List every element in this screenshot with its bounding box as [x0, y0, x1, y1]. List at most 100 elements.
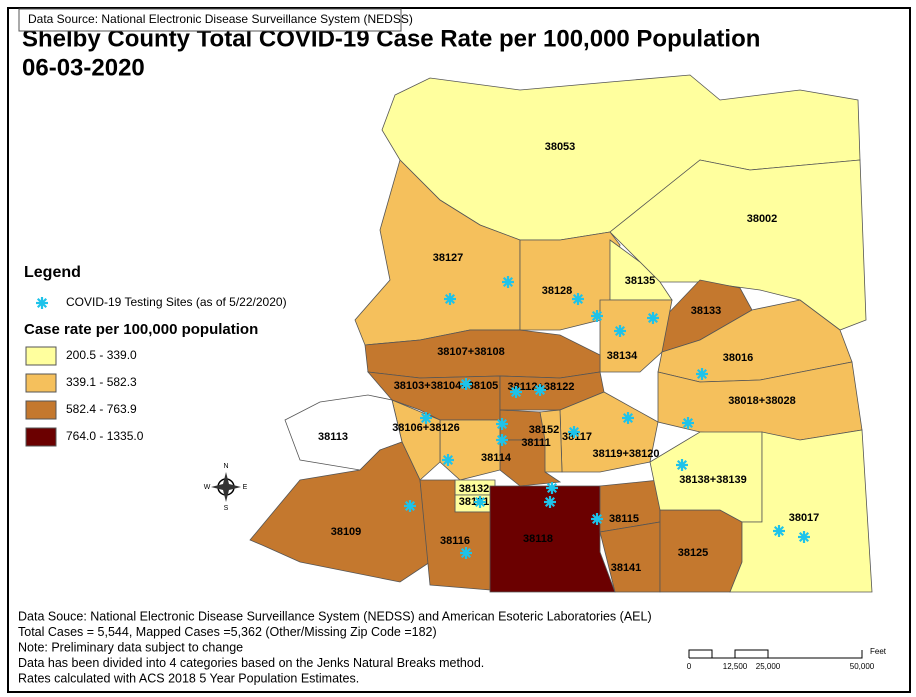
- zip-label: 38018+38028: [728, 395, 796, 407]
- star-stroke: [534, 384, 546, 396]
- star-stroke: [773, 525, 785, 537]
- legend-swatch: [25, 346, 57, 366]
- testing-site: [591, 310, 603, 322]
- testing-site: [496, 418, 508, 430]
- zip-label: 38115: [609, 513, 639, 525]
- testing-site: [647, 312, 659, 324]
- zip-label: 38016: [723, 352, 754, 364]
- star-stroke: [460, 547, 472, 559]
- zip-label: 38133: [691, 305, 722, 317]
- legend-title: Legend: [24, 264, 81, 281]
- testing-site: [460, 378, 472, 390]
- overlay: 38053 38002 38127 38128 38135 38133 38134 38016…: [36, 141, 819, 574]
- testing-site: [404, 500, 416, 512]
- star-stroke: [676, 459, 688, 471]
- zip-label: 38116: [440, 535, 470, 547]
- testing-site: [444, 293, 456, 305]
- date: 06-03-2020: [22, 54, 145, 81]
- star-stroke: [496, 434, 508, 446]
- legend-sites-label: COVID-19 Testing Sites (as of 5/22/2020): [66, 295, 287, 309]
- source-text: Data Source: National Electronic Disease…: [28, 12, 413, 26]
- star-stroke: [544, 496, 556, 508]
- star-stroke: [622, 412, 634, 424]
- zip-label: 38128: [542, 285, 573, 297]
- testing-site: [676, 459, 688, 471]
- scale-tick-label: 25,000: [756, 662, 781, 671]
- zip-label: 38134: [607, 350, 638, 362]
- note-line: Note: Preliminary data subject to change: [18, 640, 243, 654]
- zip-label: 38053: [545, 141, 576, 153]
- star-stroke: [591, 310, 603, 322]
- star-stroke: [568, 426, 580, 438]
- scale-tick-label: 50,000: [850, 662, 875, 671]
- legend-rate-title: Case rate per 100,000 population: [24, 321, 258, 338]
- star-stroke: [444, 293, 456, 305]
- legend-class-label: 339.1 - 582.3: [66, 375, 137, 389]
- zip-label: 38117: [562, 431, 592, 443]
- note-line: Data Souce: National Electronic Disease …: [18, 609, 652, 623]
- star-stroke: [572, 293, 584, 305]
- star-stroke: [496, 418, 508, 430]
- compass-letter: N: [223, 463, 228, 470]
- zip-region: [609, 239, 673, 301]
- zip-label: 38107+38108: [437, 346, 505, 358]
- star-stroke: [502, 276, 514, 288]
- testing-site: [798, 531, 810, 543]
- scale-tick-label: 0: [687, 662, 692, 671]
- note-line: Rates calculated with ACS 2018 5 Year Po…: [18, 671, 359, 685]
- star-stroke: [591, 513, 603, 525]
- star-stroke: [614, 325, 626, 337]
- zip-label: 38114: [481, 452, 512, 464]
- star-stroke: [647, 312, 659, 324]
- star-stroke: [682, 417, 694, 429]
- star-stroke: [474, 496, 486, 508]
- regions: [249, 74, 873, 593]
- testing-site: [568, 426, 580, 438]
- star-stroke: [442, 454, 454, 466]
- compass-letter: S: [224, 505, 229, 512]
- legend-site-icon: [36, 297, 48, 309]
- zip-label: 38135: [625, 275, 656, 287]
- zip-label: 38106+38126: [392, 422, 460, 434]
- legend-class-label: 582.4 - 763.9: [66, 402, 137, 416]
- testing-site: [614, 325, 626, 337]
- legend-swatch: [25, 400, 57, 420]
- zip-label: 38152: [529, 424, 560, 436]
- legend-class-label: 764.0 - 1335.0: [66, 429, 144, 443]
- scale-tick-label: 12,500: [723, 662, 748, 671]
- legend-class-label: 200.5 - 339.0: [66, 348, 137, 362]
- note-line: Total Cases = 5,544, Mapped Cases =5,362…: [18, 625, 437, 639]
- testing-site: [442, 454, 454, 466]
- zip-label: 38125: [678, 547, 709, 559]
- zip-label: 38002: [747, 213, 778, 225]
- testing-site: [591, 513, 603, 525]
- testing-site: [622, 412, 634, 424]
- testing-site: [460, 547, 472, 559]
- legend-swatch: [25, 373, 57, 393]
- star-stroke: [404, 500, 416, 512]
- zip-region: [729, 429, 873, 593]
- star-stroke: [36, 297, 48, 309]
- zip-label: 38109: [331, 526, 362, 538]
- compass-star: [211, 472, 241, 502]
- zip-label: 38127: [433, 252, 464, 264]
- testing-site: [474, 496, 486, 508]
- star-stroke: [798, 531, 810, 543]
- source-box: [18, 8, 402, 32]
- testing-site: [544, 496, 556, 508]
- testing-site: [534, 384, 546, 396]
- note-line: Data has been divided into 4 categories …: [18, 656, 484, 670]
- zip-label: 38111: [521, 437, 550, 449]
- star-stroke: [420, 412, 432, 424]
- testing-site: [510, 386, 522, 398]
- testing-site: [496, 434, 508, 446]
- testing-site: [696, 368, 708, 380]
- testing-site: [420, 412, 432, 424]
- zip-label: 38119+38120: [593, 448, 660, 460]
- zip-label: 38113: [318, 431, 348, 443]
- zip-label: 38141: [611, 562, 642, 574]
- zip-label: 38132: [459, 483, 490, 495]
- compass-letter: W: [204, 484, 211, 491]
- star-stroke: [546, 482, 558, 494]
